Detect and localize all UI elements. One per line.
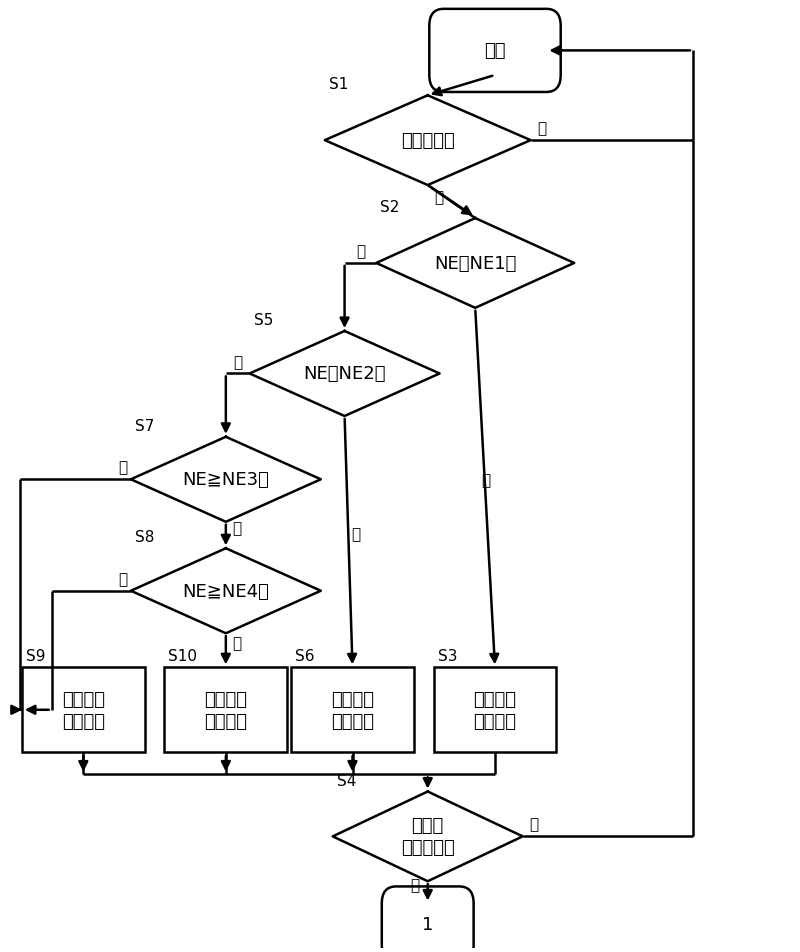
Text: 开始: 开始	[484, 42, 506, 60]
Text: S3: S3	[438, 649, 457, 664]
Text: 是: 是	[529, 817, 538, 832]
Text: 高转怠速？: 高转怠速？	[401, 132, 454, 150]
Text: NE＜NE1？: NE＜NE1？	[434, 255, 516, 272]
Text: S5: S5	[254, 313, 273, 327]
Text: 是: 是	[482, 473, 490, 488]
Text: NE＜NE2？: NE＜NE2？	[303, 366, 386, 383]
Text: S7: S7	[134, 419, 154, 433]
Text: S10: S10	[169, 649, 198, 664]
Text: 以大提前
角量提前: 以大提前 角量提前	[474, 690, 517, 730]
Text: 1: 1	[422, 915, 434, 933]
Text: 否: 否	[537, 121, 546, 136]
Text: 是: 是	[232, 636, 242, 650]
Text: 否: 否	[233, 354, 242, 369]
Text: 否: 否	[410, 878, 420, 892]
Text: NE≧NE3？: NE≧NE3？	[182, 471, 270, 488]
Text: S6: S6	[295, 649, 314, 664]
Text: 以小提前
角量提前: 以小提前 角量提前	[331, 690, 374, 730]
Text: 是: 是	[351, 527, 360, 542]
Text: 是: 是	[232, 521, 242, 535]
Text: S9: S9	[26, 649, 46, 664]
Text: 是: 是	[434, 189, 443, 205]
Text: 否: 否	[118, 571, 127, 586]
Text: 辅助空
气阀关闭？: 辅助空 气阀关闭？	[401, 817, 454, 857]
Text: S4: S4	[337, 773, 356, 788]
Text: NE≧NE4？: NE≧NE4？	[182, 582, 270, 600]
Text: 以大延迟
角量延迟: 以大延迟 角量延迟	[204, 690, 247, 730]
Text: 以小延迟
角量延迟: 以小延迟 角量延迟	[62, 690, 105, 730]
Text: S2: S2	[380, 200, 399, 215]
Text: S1: S1	[329, 77, 348, 92]
Text: S8: S8	[134, 530, 154, 545]
Text: 否: 否	[356, 244, 365, 259]
Text: 否: 否	[118, 460, 127, 475]
